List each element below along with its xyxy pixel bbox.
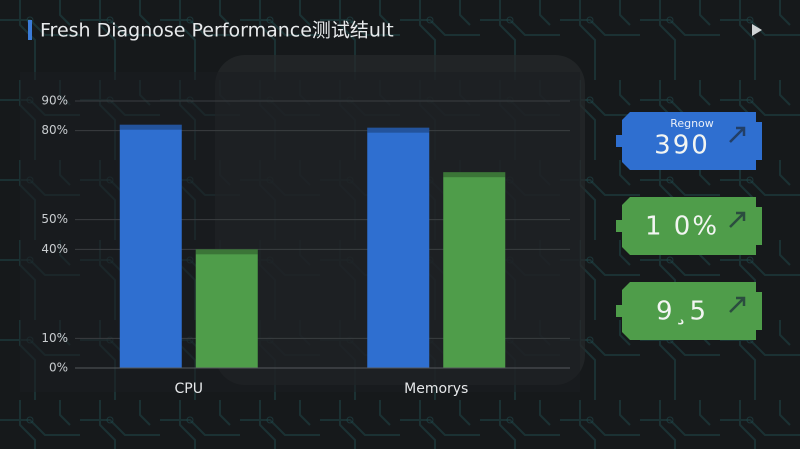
play-icon[interactable] (752, 24, 762, 36)
y-tick-label: 0% (49, 361, 68, 375)
x-tick-label: CPU (175, 381, 203, 397)
bar-top (367, 127, 430, 133)
y-tick-label: 10% (41, 331, 68, 345)
title-accent (28, 20, 32, 40)
bar-top (195, 249, 258, 255)
x-tick-label: Memorys (404, 381, 468, 397)
y-tick-label: 40% (41, 242, 68, 256)
bar (443, 172, 506, 368)
bar-top (443, 172, 506, 178)
stat-card (616, 282, 762, 340)
stat-card (616, 112, 762, 170)
card-label: Regnow (670, 117, 714, 130)
bar (195, 249, 258, 368)
card-value: 9¸5 (656, 297, 708, 327)
card-icon (729, 126, 746, 143)
card-icon (729, 296, 746, 313)
y-tick-label: 80% (41, 123, 68, 137)
card-value: 390 (654, 131, 710, 161)
y-tick-label: 50% (41, 212, 68, 226)
chart-title: Fresh Diagnose Performance测试结ult (40, 20, 394, 42)
card-value: 1 0% (645, 212, 719, 242)
bar-top (119, 124, 182, 130)
bar (119, 124, 182, 368)
bar (367, 127, 430, 368)
card-icon (729, 211, 746, 228)
stat-card (616, 197, 762, 255)
y-tick-label: 90% (41, 94, 68, 108)
